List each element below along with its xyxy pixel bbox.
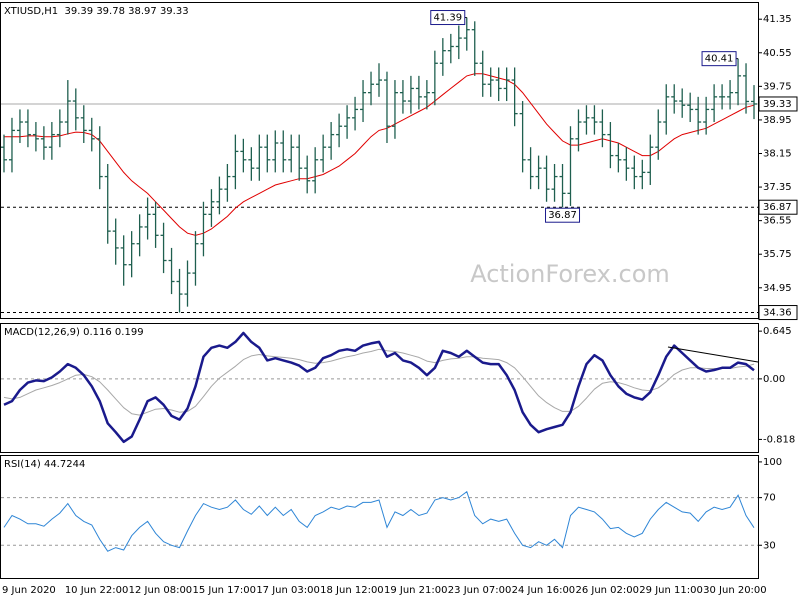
panel-frame bbox=[0, 455, 759, 579]
x-tick-label: 9 Jun 2020 bbox=[2, 585, 56, 596]
x-tick-label: 24 Jun 16:00 bbox=[512, 585, 576, 596]
panel-frame bbox=[0, 323, 759, 453]
panel-frame bbox=[0, 2, 759, 319]
panel-title: RSI(14) 44.7244 bbox=[4, 459, 85, 470]
y-tick-label: 35.75 bbox=[763, 249, 792, 260]
annotation-box bbox=[430, 10, 466, 26]
x-tick-label: 18 Jun 12:00 bbox=[320, 585, 384, 596]
x-tick-label: 15 Jun 17:00 bbox=[192, 585, 256, 596]
y-tick-label: 70 bbox=[763, 493, 776, 504]
moving-average bbox=[4, 73, 755, 236]
y-tick-label: 39.75 bbox=[763, 81, 792, 92]
y-tick-label: 30 bbox=[763, 540, 776, 551]
price-level-label: 39.33 bbox=[763, 99, 792, 110]
panel-title: XTIUSD,H1 39.39 39.78 38.97 39.33 bbox=[4, 6, 189, 17]
trend-line bbox=[667, 346, 759, 363]
x-tick-label: 30 Jun 20:00 bbox=[703, 585, 767, 596]
annotation-box bbox=[701, 51, 737, 67]
price-level-box bbox=[758, 96, 798, 112]
y-tick-label: 38.15 bbox=[763, 148, 792, 159]
annotation-box bbox=[545, 207, 581, 223]
price-level-box bbox=[758, 305, 798, 321]
x-tick-label: 10 Jun 22:00 bbox=[65, 585, 129, 596]
x-tick-label: 19 Jun 21:00 bbox=[384, 585, 448, 596]
macd-line bbox=[3, 348, 755, 416]
y-tick-label: 34.95 bbox=[763, 283, 792, 294]
price-level-box bbox=[758, 199, 798, 215]
y-tick-label: 38.95 bbox=[763, 115, 792, 126]
annotation-label: 36.87 bbox=[548, 210, 577, 221]
y-tick-label: 40.55 bbox=[763, 48, 792, 59]
y-tick-label: 0.00 bbox=[763, 374, 785, 385]
price-level-label: 34.36 bbox=[763, 308, 792, 319]
y-tick-label: 41.35 bbox=[763, 14, 792, 25]
y-tick-label: 100 bbox=[763, 457, 782, 468]
panel-title: MACD(12,26,9) 0.116 0.199 bbox=[4, 327, 144, 338]
price-level-label: 36.87 bbox=[763, 202, 792, 213]
x-tick-label: 23 Jun 07:00 bbox=[448, 585, 512, 596]
y-tick-label: 37.35 bbox=[763, 182, 792, 193]
x-tick-label: 26 Jun 02:00 bbox=[575, 585, 639, 596]
x-tick-label: 17 Jun 03:00 bbox=[256, 585, 320, 596]
y-tick-label: -0.818 bbox=[763, 434, 795, 445]
rsi-line bbox=[3, 490, 755, 552]
annotation-label: 40.41 bbox=[705, 54, 734, 65]
x-tick-label: 12 Jun 08:00 bbox=[129, 585, 193, 596]
y-tick-label: 0.645 bbox=[763, 326, 792, 337]
watermark: ActionForex.com bbox=[470, 260, 670, 288]
annotation-label: 41.39 bbox=[433, 13, 462, 24]
x-tick-label: 29 Jun 11:00 bbox=[639, 585, 703, 596]
y-tick-label: 36.55 bbox=[763, 216, 792, 227]
macd-line bbox=[3, 331, 755, 444]
